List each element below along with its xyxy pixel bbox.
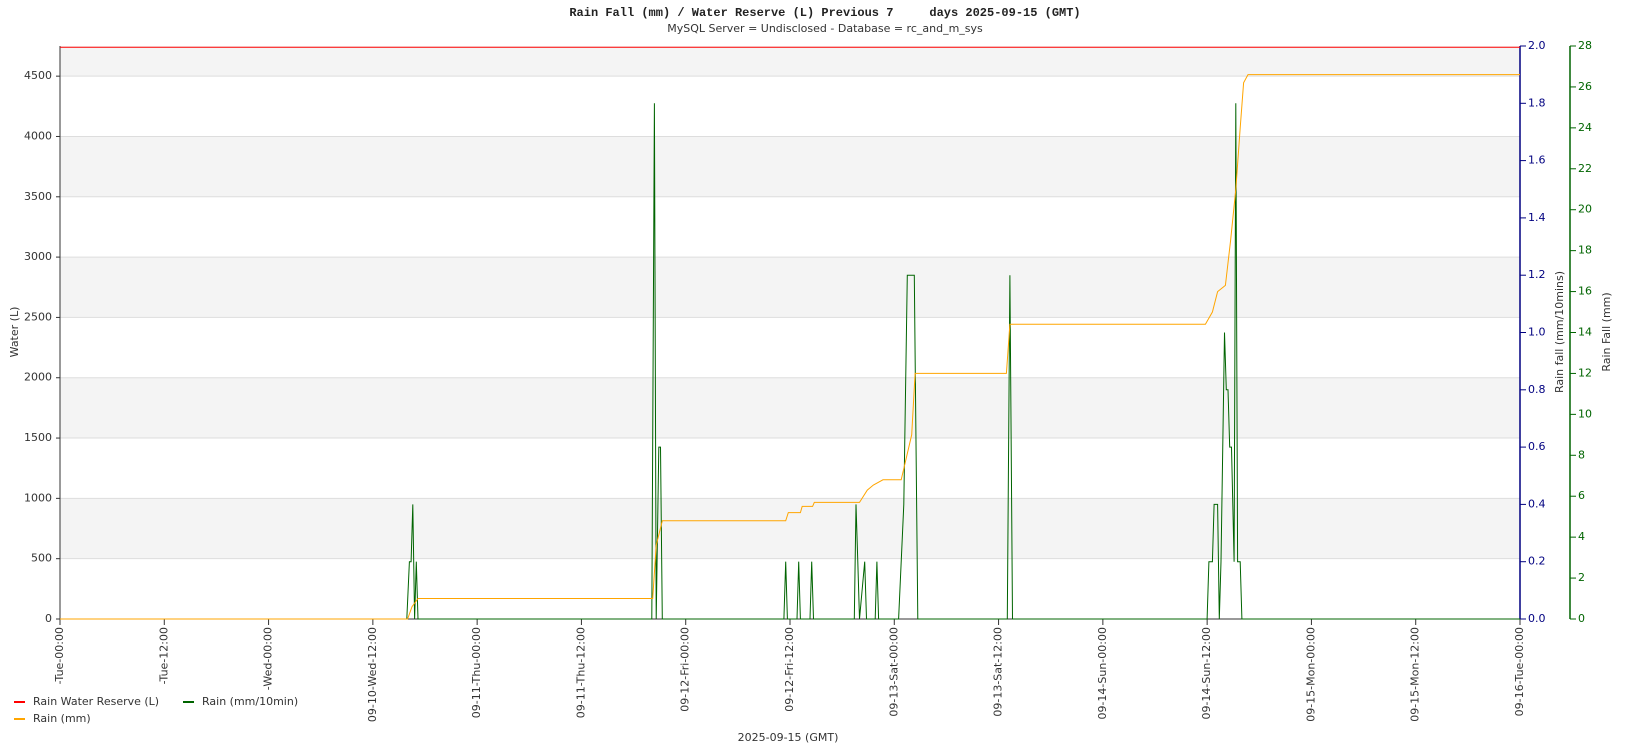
y-tick-label: 2000 bbox=[24, 371, 52, 384]
y3-tick-label: 4 bbox=[1578, 530, 1585, 543]
y2-tick-label: 0.0 bbox=[1528, 612, 1546, 625]
grid-band bbox=[60, 46, 1520, 77]
y3-tick-label: 16 bbox=[1578, 285, 1592, 298]
y3-tick-label: 8 bbox=[1578, 448, 1585, 461]
y3-tick-label: 6 bbox=[1578, 489, 1585, 502]
y3-tick-label: 26 bbox=[1578, 80, 1592, 93]
x-tick-label: 09-12-Fri-12:00 bbox=[783, 627, 796, 712]
y3-tick-label: 12 bbox=[1578, 366, 1592, 379]
y2-tick-label: 2.0 bbox=[1528, 39, 1546, 52]
y3-tick-label: 20 bbox=[1578, 203, 1592, 216]
y2-tick-label: 0.4 bbox=[1528, 497, 1546, 510]
x-tick-label: 09-15-Mon-00:00 bbox=[1304, 627, 1317, 722]
y3-tick-label: 18 bbox=[1578, 244, 1592, 257]
x-tick-label: 09-16-Tue-00:00 bbox=[1513, 627, 1526, 716]
x-tick-label: 09-13-Sat-00:00 bbox=[887, 627, 900, 717]
grid-band bbox=[60, 498, 1520, 559]
x-tick-label: -Wed-00:00 bbox=[262, 627, 275, 690]
y-tick-label: 1500 bbox=[24, 431, 52, 444]
y3-tick-label: 0 bbox=[1578, 612, 1585, 625]
chart-title: Rain Fall (mm) / Water Reserve (L) Previ… bbox=[569, 6, 1080, 20]
y-tick-label: 500 bbox=[31, 552, 52, 565]
legend-label: Rain (mm) bbox=[33, 712, 91, 725]
x-tick-label: 09-14-Sun-00:00 bbox=[1096, 627, 1109, 720]
x-tick-label: -Tue-12:00 bbox=[157, 627, 170, 684]
series-line bbox=[60, 74, 1520, 620]
y-tick-label: 4000 bbox=[24, 129, 52, 142]
y-tick-label: 3000 bbox=[24, 250, 52, 263]
y3-tick-label: 22 bbox=[1578, 162, 1592, 175]
y2-tick-label: 0.6 bbox=[1528, 440, 1546, 453]
x-tick-label: 09-13-Sat-12:00 bbox=[992, 627, 1005, 717]
y-tick-label: 3500 bbox=[24, 190, 52, 203]
grid-band bbox=[60, 377, 1520, 439]
x-tick-label: 09-15-Mon-12:00 bbox=[1409, 627, 1422, 722]
x-tick-label: 09-12-Fri-00:00 bbox=[679, 627, 692, 712]
x-axis-label: 2025-09-15 (GMT) bbox=[738, 731, 839, 744]
series-line bbox=[60, 103, 1520, 620]
x-tick-label: 09-11-Thu-00:00 bbox=[470, 627, 483, 718]
y2-tick-label: 1.8 bbox=[1528, 96, 1546, 109]
y3-tick-label: 28 bbox=[1578, 39, 1592, 52]
x-tick-label: 09-11-Thu-12:00 bbox=[574, 627, 587, 718]
legend-label: Rain Water Reserve (L) bbox=[33, 695, 159, 708]
y-tick-label: 0 bbox=[45, 612, 52, 625]
y2-tick-label: 1.0 bbox=[1528, 326, 1546, 339]
y3-tick-label: 10 bbox=[1578, 407, 1592, 420]
chart-subtitle: MySQL Server = Undisclosed - Database = … bbox=[667, 22, 983, 35]
y-tick-label: 1000 bbox=[24, 491, 52, 504]
y2-tick-label: 0.2 bbox=[1528, 555, 1546, 568]
y2-tick-label: 0.8 bbox=[1528, 383, 1546, 396]
y3-tick-label: 24 bbox=[1578, 121, 1592, 134]
grid-band bbox=[60, 257, 1520, 318]
y3-tick-label: 2 bbox=[1578, 571, 1585, 584]
y2-tick-label: 1.6 bbox=[1528, 154, 1546, 167]
legend-label: Rain (mm/10min) bbox=[202, 695, 298, 708]
y-tick-label: 2500 bbox=[24, 310, 52, 323]
y-tick-label: 4500 bbox=[24, 69, 52, 82]
y2-axis-label: Rain fall (mm/10mins) bbox=[1553, 271, 1566, 393]
x-tick-label: 09-14-Sun-12:00 bbox=[1200, 627, 1213, 720]
y2-tick-label: 1.4 bbox=[1528, 211, 1546, 224]
y3-axis-label: Rain Fall (mm) bbox=[1600, 292, 1613, 371]
x-tick-label: 09-10-Wed-12:00 bbox=[366, 627, 379, 722]
grid-band bbox=[60, 136, 1520, 197]
x-tick-label: -Tue-00:00 bbox=[53, 627, 66, 684]
y3-tick-label: 14 bbox=[1578, 326, 1592, 339]
y-axis-label: Water (L) bbox=[8, 307, 21, 358]
y2-tick-label: 1.2 bbox=[1528, 268, 1546, 281]
